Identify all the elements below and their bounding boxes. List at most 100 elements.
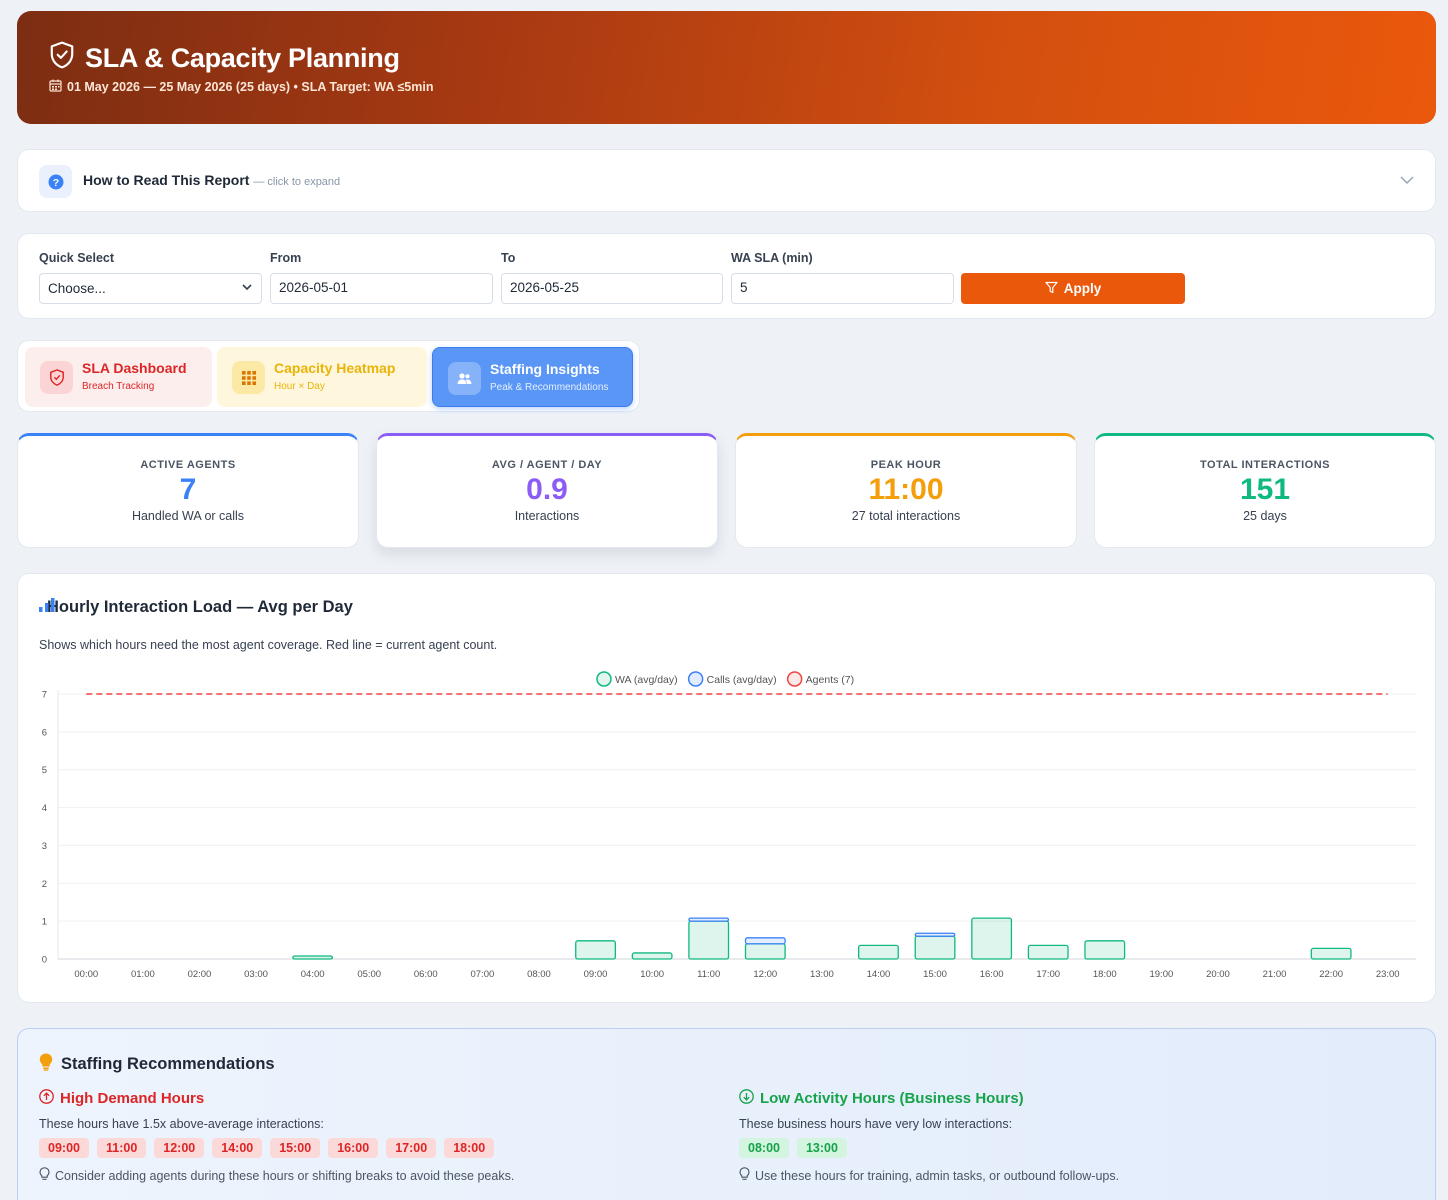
y-tick-label: 1 <box>42 917 47 928</box>
page-title: SLA & Capacity Planning <box>85 43 400 73</box>
bar-wa <box>292 955 334 960</box>
y-tick-label: 2 <box>42 879 47 890</box>
legend-label: Agents (7) <box>806 674 854 686</box>
x-tick-label: 18:00 <box>1093 969 1117 980</box>
x-tick-label: 22:00 <box>1319 969 1343 980</box>
tab-subtitle: Peak & Recommendations <box>490 382 609 393</box>
chevron-down-icon[interactable] <box>1399 172 1415 193</box>
shield-icon <box>40 361 73 394</box>
tab-subtitle: Hour × Day <box>274 381 325 392</box>
low-activity-desc: These business hours have very low inter… <box>739 1117 1013 1131</box>
x-tick-label: 09:00 <box>584 969 608 980</box>
x-tick-label: 17:00 <box>1036 969 1060 980</box>
kpi-peak-hour: PEAK HOUR 11:00 27 total interactions <box>735 433 1077 548</box>
x-tick-label: 16:00 <box>980 969 1004 980</box>
page-subtitle: 01 May 2026 — 25 May 2026 (25 days) • SL… <box>67 80 434 94</box>
bar-wa <box>914 935 956 960</box>
kpi-active-agents: ACTIVE AGENTS 7 Handled WA or calls <box>17 433 359 548</box>
hour-chip: 08:00 <box>739 1138 789 1158</box>
tab-staffing-insights[interactable]: Staffing Insights Peak & Recommendations <box>432 347 633 407</box>
x-tick-label: 23:00 <box>1376 969 1400 980</box>
how-to-read-title: How to Read This Report <box>83 172 250 188</box>
y-tick-label: 7 <box>42 690 47 701</box>
low-activity-title: Low Activity Hours (Business Hours) <box>760 1090 1024 1107</box>
from-label: From <box>270 251 302 265</box>
tab-sla-dashboard[interactable]: SLA Dashboard Breach Tracking <box>25 347 212 407</box>
report-tabs: SLA Dashboard Breach Tracking Capacity H… <box>17 340 640 412</box>
quick-select-dropdown[interactable]: Choose... <box>39 273 262 304</box>
legend-label: Calls (avg/day) <box>707 674 777 686</box>
shield-check-icon <box>49 41 75 76</box>
low-activity-note: Use these hours for training, admin task… <box>755 1168 1120 1183</box>
users-icon <box>448 362 481 395</box>
how-to-read-panel[interactable]: ? How to Read This Report — click to exp… <box>17 149 1436 212</box>
expand-hint: — click to expand <box>253 176 341 188</box>
help-icon: ? <box>39 165 72 198</box>
page-header: SLA & Capacity Planning 01 May 2026 — 25… <box>17 11 1436 124</box>
kpi-value: 151 <box>1239 473 1291 506</box>
filter-bar: Quick Select Choose... From 2026-05-01 T… <box>17 233 1436 319</box>
high-demand-title: High Demand Hours <box>60 1090 205 1107</box>
lightbulb-outline-icon <box>39 1167 50 1184</box>
legend-label: WA (avg/day) <box>615 674 678 686</box>
hour-chip: 16:00 <box>328 1138 379 1158</box>
tab-title: SLA Dashboard <box>82 360 187 376</box>
chevron-down-icon <box>241 281 253 296</box>
chart-title: Hourly Interaction Load — Avg per Day <box>47 598 353 616</box>
from-date-input[interactable]: 2026-05-01 <box>270 273 493 304</box>
to-label: To <box>501 251 516 265</box>
y-tick-label: 4 <box>42 803 47 814</box>
kpi-value: 7 <box>179 473 197 506</box>
hour-chip: 12:00 <box>154 1138 205 1158</box>
kpi-label: PEAK HOUR <box>870 459 942 471</box>
to-date-input[interactable]: 2026-05-25 <box>501 273 723 304</box>
bar-wa <box>1084 940 1126 960</box>
x-tick-label: 07:00 <box>470 969 494 980</box>
x-tick-label: 01:00 <box>131 969 155 980</box>
kpi-avg-per-agent: AVG / AGENT / DAY 0.9 Interactions <box>376 433 718 548</box>
sla-label: WA SLA (min) <box>731 251 813 265</box>
hour-chip: 14:00 <box>212 1138 263 1158</box>
kpi-value: 0.9 <box>526 473 568 506</box>
kpi-value: 11:00 <box>868 473 944 506</box>
high-demand-desc: These hours have 1.5x above-average inte… <box>39 1117 324 1131</box>
hourly-load-chart-card: 0 1 2 3 4 5 6 7 00:00 01:00 02:00 03:00 04:00 05:00 06… <box>17 573 1436 1003</box>
low-activity-section: Low Activity Hours (Business Hours) Thes… <box>739 1089 1119 1184</box>
recommendations-title: Staffing Recommendations <box>61 1055 275 1073</box>
tab-capacity-heatmap[interactable]: Capacity Heatmap Hour × Day <box>217 347 427 407</box>
kpi-total-interactions: TOTAL INTERACTIONS 151 25 days <box>1094 433 1436 548</box>
apply-button[interactable]: Apply <box>961 273 1185 304</box>
tab-title: Staffing Insights <box>490 361 600 377</box>
kpi-label: ACTIVE AGENTS <box>140 459 236 471</box>
lightbulb-outline-icon <box>739 1167 750 1184</box>
hour-chip: 11:00 <box>96 1138 147 1158</box>
x-tick-label: 10:00 <box>640 969 664 980</box>
bar-wa <box>688 920 730 960</box>
hour-chip: 13:00 <box>796 1138 847 1158</box>
x-tick-label: 12:00 <box>753 969 777 980</box>
x-tick-label: 02:00 <box>188 969 212 980</box>
arrow-down-circle-icon <box>739 1089 754 1108</box>
sla-minutes-input[interactable]: 5 <box>731 273 954 304</box>
high-demand-hours: 09:00 11:00 12:00 14:00 15:00 16:00 17:00 18:00 <box>39 1138 514 1158</box>
lightbulb-icon <box>39 1053 53 1076</box>
bar-wa <box>631 952 673 960</box>
kpi-subtext: 25 days <box>1243 509 1287 523</box>
chart-description: Shows which hours need the most agent co… <box>39 638 498 652</box>
grid-icon <box>232 361 265 394</box>
bar-wa <box>744 943 786 960</box>
staffing-recommendations: Staffing Recommendations High Demand Hou… <box>17 1028 1436 1200</box>
bar-wa <box>575 940 616 960</box>
y-tick-label: 3 <box>42 841 47 852</box>
x-tick-label: 13:00 <box>810 969 834 980</box>
hourly-load-chart: 0 1 2 3 4 5 6 7 00:00 01:00 02:00 03:00 04:00 05:00 06… <box>42 671 1416 980</box>
x-tick-label: 08:00 <box>527 969 551 980</box>
high-demand-section: High Demand Hours These hours have 1.5x … <box>39 1089 514 1184</box>
hour-chip: 18:00 <box>444 1138 495 1158</box>
bar-calls <box>914 932 956 937</box>
bar-wa <box>1027 944 1069 960</box>
x-tick-label: 03:00 <box>244 969 268 980</box>
kpi-label: AVG / AGENT / DAY <box>491 459 603 471</box>
tab-subtitle: Breach Tracking <box>82 381 155 392</box>
hour-chip: 15:00 <box>270 1138 321 1158</box>
